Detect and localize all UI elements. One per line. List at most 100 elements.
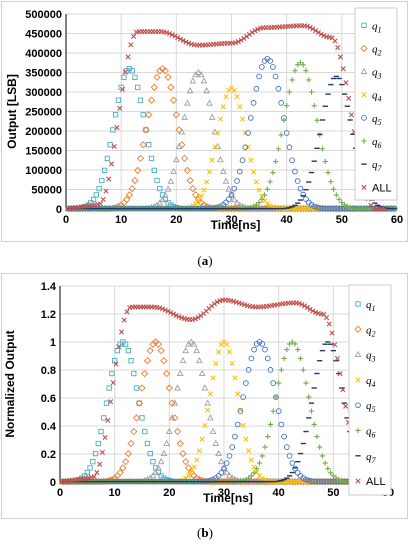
data-point-q5 xyxy=(325,205,331,212)
data-point-q4 xyxy=(215,349,222,355)
data-point-all xyxy=(323,315,330,321)
data-point-q2 xyxy=(165,384,173,392)
data-point-q5 xyxy=(286,453,293,459)
data-point-q5 xyxy=(275,85,282,92)
data-point-q6 xyxy=(314,117,320,123)
data-point-q3 xyxy=(204,399,211,406)
data-point-q1 xyxy=(103,400,110,406)
data-point-q2 xyxy=(146,347,154,355)
data-point-q5 xyxy=(270,380,277,386)
data-point-q1 xyxy=(93,192,99,198)
legend-label-q6: q6 xyxy=(366,425,376,439)
legend-label-q4: q4 xyxy=(372,90,382,104)
data-point-all xyxy=(162,307,168,313)
data-point-q4 xyxy=(259,475,265,481)
data-point-q6 xyxy=(325,466,331,472)
y-tick-label: 1.2 xyxy=(41,309,56,321)
data-point-q6 xyxy=(322,158,328,165)
data-point-q6 xyxy=(273,394,279,400)
data-point-q4 xyxy=(194,457,200,463)
data-point-q5 xyxy=(278,421,285,428)
data-point-q2 xyxy=(130,427,138,436)
x-tick-label: 40 xyxy=(281,214,293,226)
legend-label-q2: q2 xyxy=(372,43,382,57)
data-point-q6 xyxy=(347,204,353,210)
data-point-all xyxy=(168,310,174,316)
data-point-q5 xyxy=(245,130,251,136)
data-point-q2 xyxy=(124,449,132,458)
data-point-q6 xyxy=(267,421,274,428)
data-point-all xyxy=(166,30,173,37)
data-point-q1 xyxy=(107,142,113,148)
data-point-q2 xyxy=(132,414,141,422)
data-point-q3 xyxy=(149,472,157,479)
legend-marker-q3 xyxy=(360,67,368,75)
data-point-q5 xyxy=(330,478,337,485)
data-point-q6 xyxy=(339,199,345,206)
data-point-all xyxy=(348,112,355,118)
data-point-all xyxy=(304,23,310,29)
data-point-q6 xyxy=(303,380,309,386)
data-point-q6 xyxy=(322,460,328,466)
y-tick-label: 1 xyxy=(50,337,56,349)
data-point-q1 xyxy=(150,459,156,465)
legend-label-q1: q1 xyxy=(366,299,376,313)
data-point-q6 xyxy=(276,380,282,386)
data-point-all xyxy=(214,299,220,305)
data-point-q3 xyxy=(170,167,177,174)
data-point-q6 xyxy=(270,169,276,176)
data-point-q4 xyxy=(254,469,260,475)
data-point-q2 xyxy=(153,73,161,81)
data-point-q4 xyxy=(237,407,243,413)
data-point-q5 xyxy=(231,185,238,192)
data-point-q1 xyxy=(104,155,111,162)
data-point-q5 xyxy=(229,444,236,450)
data-point-q5 xyxy=(284,444,290,450)
data-point-all xyxy=(307,306,313,312)
data-point-q2 xyxy=(161,67,169,75)
y-tick-label: 0.6 xyxy=(41,393,56,405)
data-point-all xyxy=(180,38,186,44)
legend: q1 q2 q3 q4 q5 q6 q7 ALL xyxy=(348,284,392,496)
data-point-q2 xyxy=(169,96,178,104)
data-point-q3 xyxy=(223,468,231,475)
data-point-q2 xyxy=(172,111,180,119)
data-point-q3 xyxy=(184,99,191,106)
data-point-q5 xyxy=(221,465,227,472)
data-point-q3 xyxy=(193,346,201,354)
data-point-q6 xyxy=(330,186,337,192)
data-point-q3 xyxy=(195,68,202,75)
data-point-q1 xyxy=(143,127,149,133)
data-point-q6 xyxy=(325,169,331,176)
data-point-all xyxy=(172,33,178,39)
data-point-all xyxy=(176,314,182,320)
data-point-q5 xyxy=(232,433,238,440)
data-point-q2 xyxy=(183,166,192,175)
data-point-q2 xyxy=(156,67,164,75)
data-point-q5 xyxy=(314,478,320,485)
legend-box xyxy=(348,284,392,496)
data-point-q1 xyxy=(92,450,99,457)
data-point-q1 xyxy=(129,68,135,74)
y-tick-label: 250000 xyxy=(25,107,62,119)
data-point-q5 xyxy=(327,478,334,485)
data-point-q3 xyxy=(160,449,168,457)
data-point-q2 xyxy=(212,477,220,486)
data-point-q1 xyxy=(136,400,142,406)
data-point-q6 xyxy=(319,146,326,152)
y-tick-label: 350000 xyxy=(25,68,62,80)
legend-subscript: 2 xyxy=(372,329,376,338)
data-point-q4 xyxy=(226,349,233,355)
legend-marker-q6 xyxy=(355,427,361,434)
data-point-all xyxy=(310,26,316,32)
data-point-q2 xyxy=(128,184,136,193)
data-point-q2 xyxy=(127,439,135,448)
y-axis-label: Output [LSB] xyxy=(5,74,19,149)
data-point-q5 xyxy=(223,199,229,206)
legend-label-all: ALL xyxy=(372,182,392,194)
data-point-q3 xyxy=(189,77,197,84)
data-point-q3 xyxy=(222,177,230,184)
data-point-q6 xyxy=(328,179,334,185)
data-point-q2 xyxy=(136,154,145,163)
data-point-q4 xyxy=(248,157,254,163)
